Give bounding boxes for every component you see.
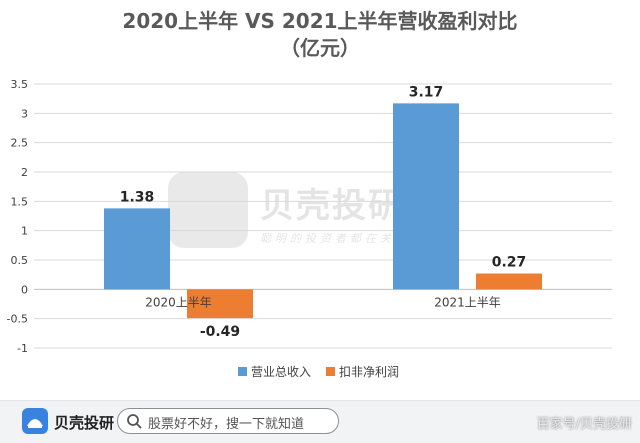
y-tick-label: -0.5 [7,313,28,326]
source-credit: 百家号/贝壳投研 [536,417,632,432]
x-category-label: 2021上半年 [434,295,501,309]
y-tick-label: 1 [21,225,28,238]
chart-title-line-2: （亿元） [280,36,360,60]
search-icon [127,414,142,429]
bar-revenue-1 [393,103,459,290]
y-tick-label: 3.5 [11,78,29,91]
y-tick-label: 1.5 [11,195,29,208]
data-label: 1.38 [120,189,155,205]
y-tick-label: -1 [17,342,28,355]
brand-name[interactable]: 贝壳投研 [54,414,115,432]
x-category-label: 2020上半年 [145,295,212,309]
search-placeholder: 股票好不好，搜一下就知道 [148,417,305,432]
legend-label: 营业总收入 [251,365,311,379]
y-tick-label: 0.5 [11,254,29,267]
y-tick-label: 2 [21,166,28,179]
y-tick-label: 2.5 [11,137,29,150]
legend-swatch-net-profit [326,367,335,376]
bar-net-profit-1 [476,273,542,290]
chart-title-line-1: 2020上半年 VS 2021上半年营收盈利对比 [122,9,518,33]
footer-bar: 贝壳投研 股票好不好，搜一下就知道 百家号/贝壳投研 [0,400,640,443]
shell-logo-icon[interactable] [22,408,48,434]
data-label: -0.49 [200,324,240,340]
bar-chart: -1 -0.5 0 0.5 1 1.5 2 2.5 3 3.5 1.38 -0.49 2020上半年 3.… [7,78,612,379]
y-tick-label: 0 [21,283,28,296]
legend-swatch-revenue [238,367,247,376]
bar-net-profit-0 [187,289,253,319]
data-label: 3.17 [409,84,444,100]
data-label: 0.27 [492,254,527,270]
bar-revenue-0 [104,208,170,290]
search-input[interactable]: 股票好不好，搜一下就知道 [117,408,339,434]
y-tick-label: 3 [21,107,28,120]
chart-title: 2020上半年 VS 2021上半年营收盈利对比 （亿元） [0,8,640,62]
legend-label: 扣非净利润 [339,365,399,379]
